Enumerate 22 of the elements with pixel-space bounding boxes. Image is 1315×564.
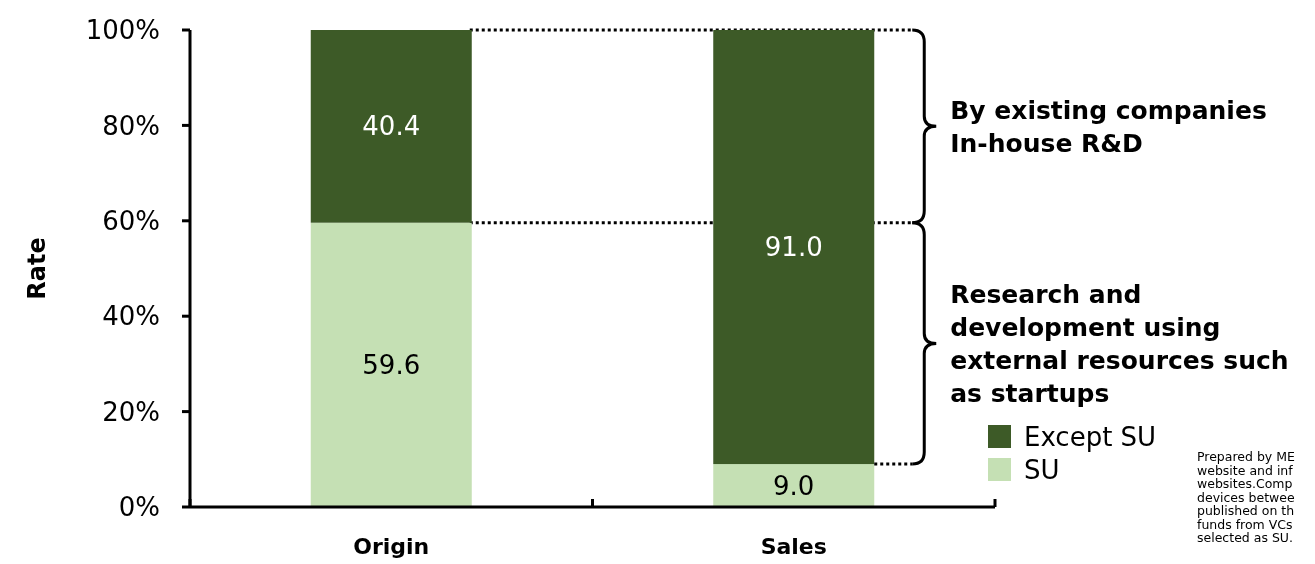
data-label: 9.0 bbox=[773, 470, 815, 501]
x-tick-label: Origin bbox=[353, 534, 430, 559]
y-tick-label: 100% bbox=[85, 15, 160, 46]
y-tick-label: 20% bbox=[102, 396, 160, 427]
x-tick-label: Sales bbox=[760, 534, 827, 559]
bar bbox=[310, 30, 472, 223]
annotation: Research and development using external resources such as startups bbox=[950, 279, 1289, 408]
y-tick-label: 80% bbox=[102, 110, 160, 141]
data-label: 40.4 bbox=[362, 111, 421, 142]
bar bbox=[310, 222, 472, 507]
y-tick-label: 60% bbox=[102, 205, 160, 236]
y-axis-title: Rate bbox=[23, 237, 51, 300]
legend-label: Except SU bbox=[1024, 422, 1157, 453]
legend-label: SU bbox=[1024, 455, 1060, 486]
bar bbox=[713, 464, 875, 507]
annotation: By existing companies In-house R&D bbox=[950, 95, 1267, 158]
data-label: 59.6 bbox=[362, 349, 421, 380]
y-tick-label: 40% bbox=[102, 301, 160, 332]
y-tick-label: 0% bbox=[118, 492, 160, 523]
data-label: 91.0 bbox=[764, 232, 823, 263]
text: Prepared by ME website and inf websites.Comp devices betwee published on th funds from VCs selected as SU. bbox=[1197, 449, 1296, 545]
bar bbox=[713, 30, 875, 465]
